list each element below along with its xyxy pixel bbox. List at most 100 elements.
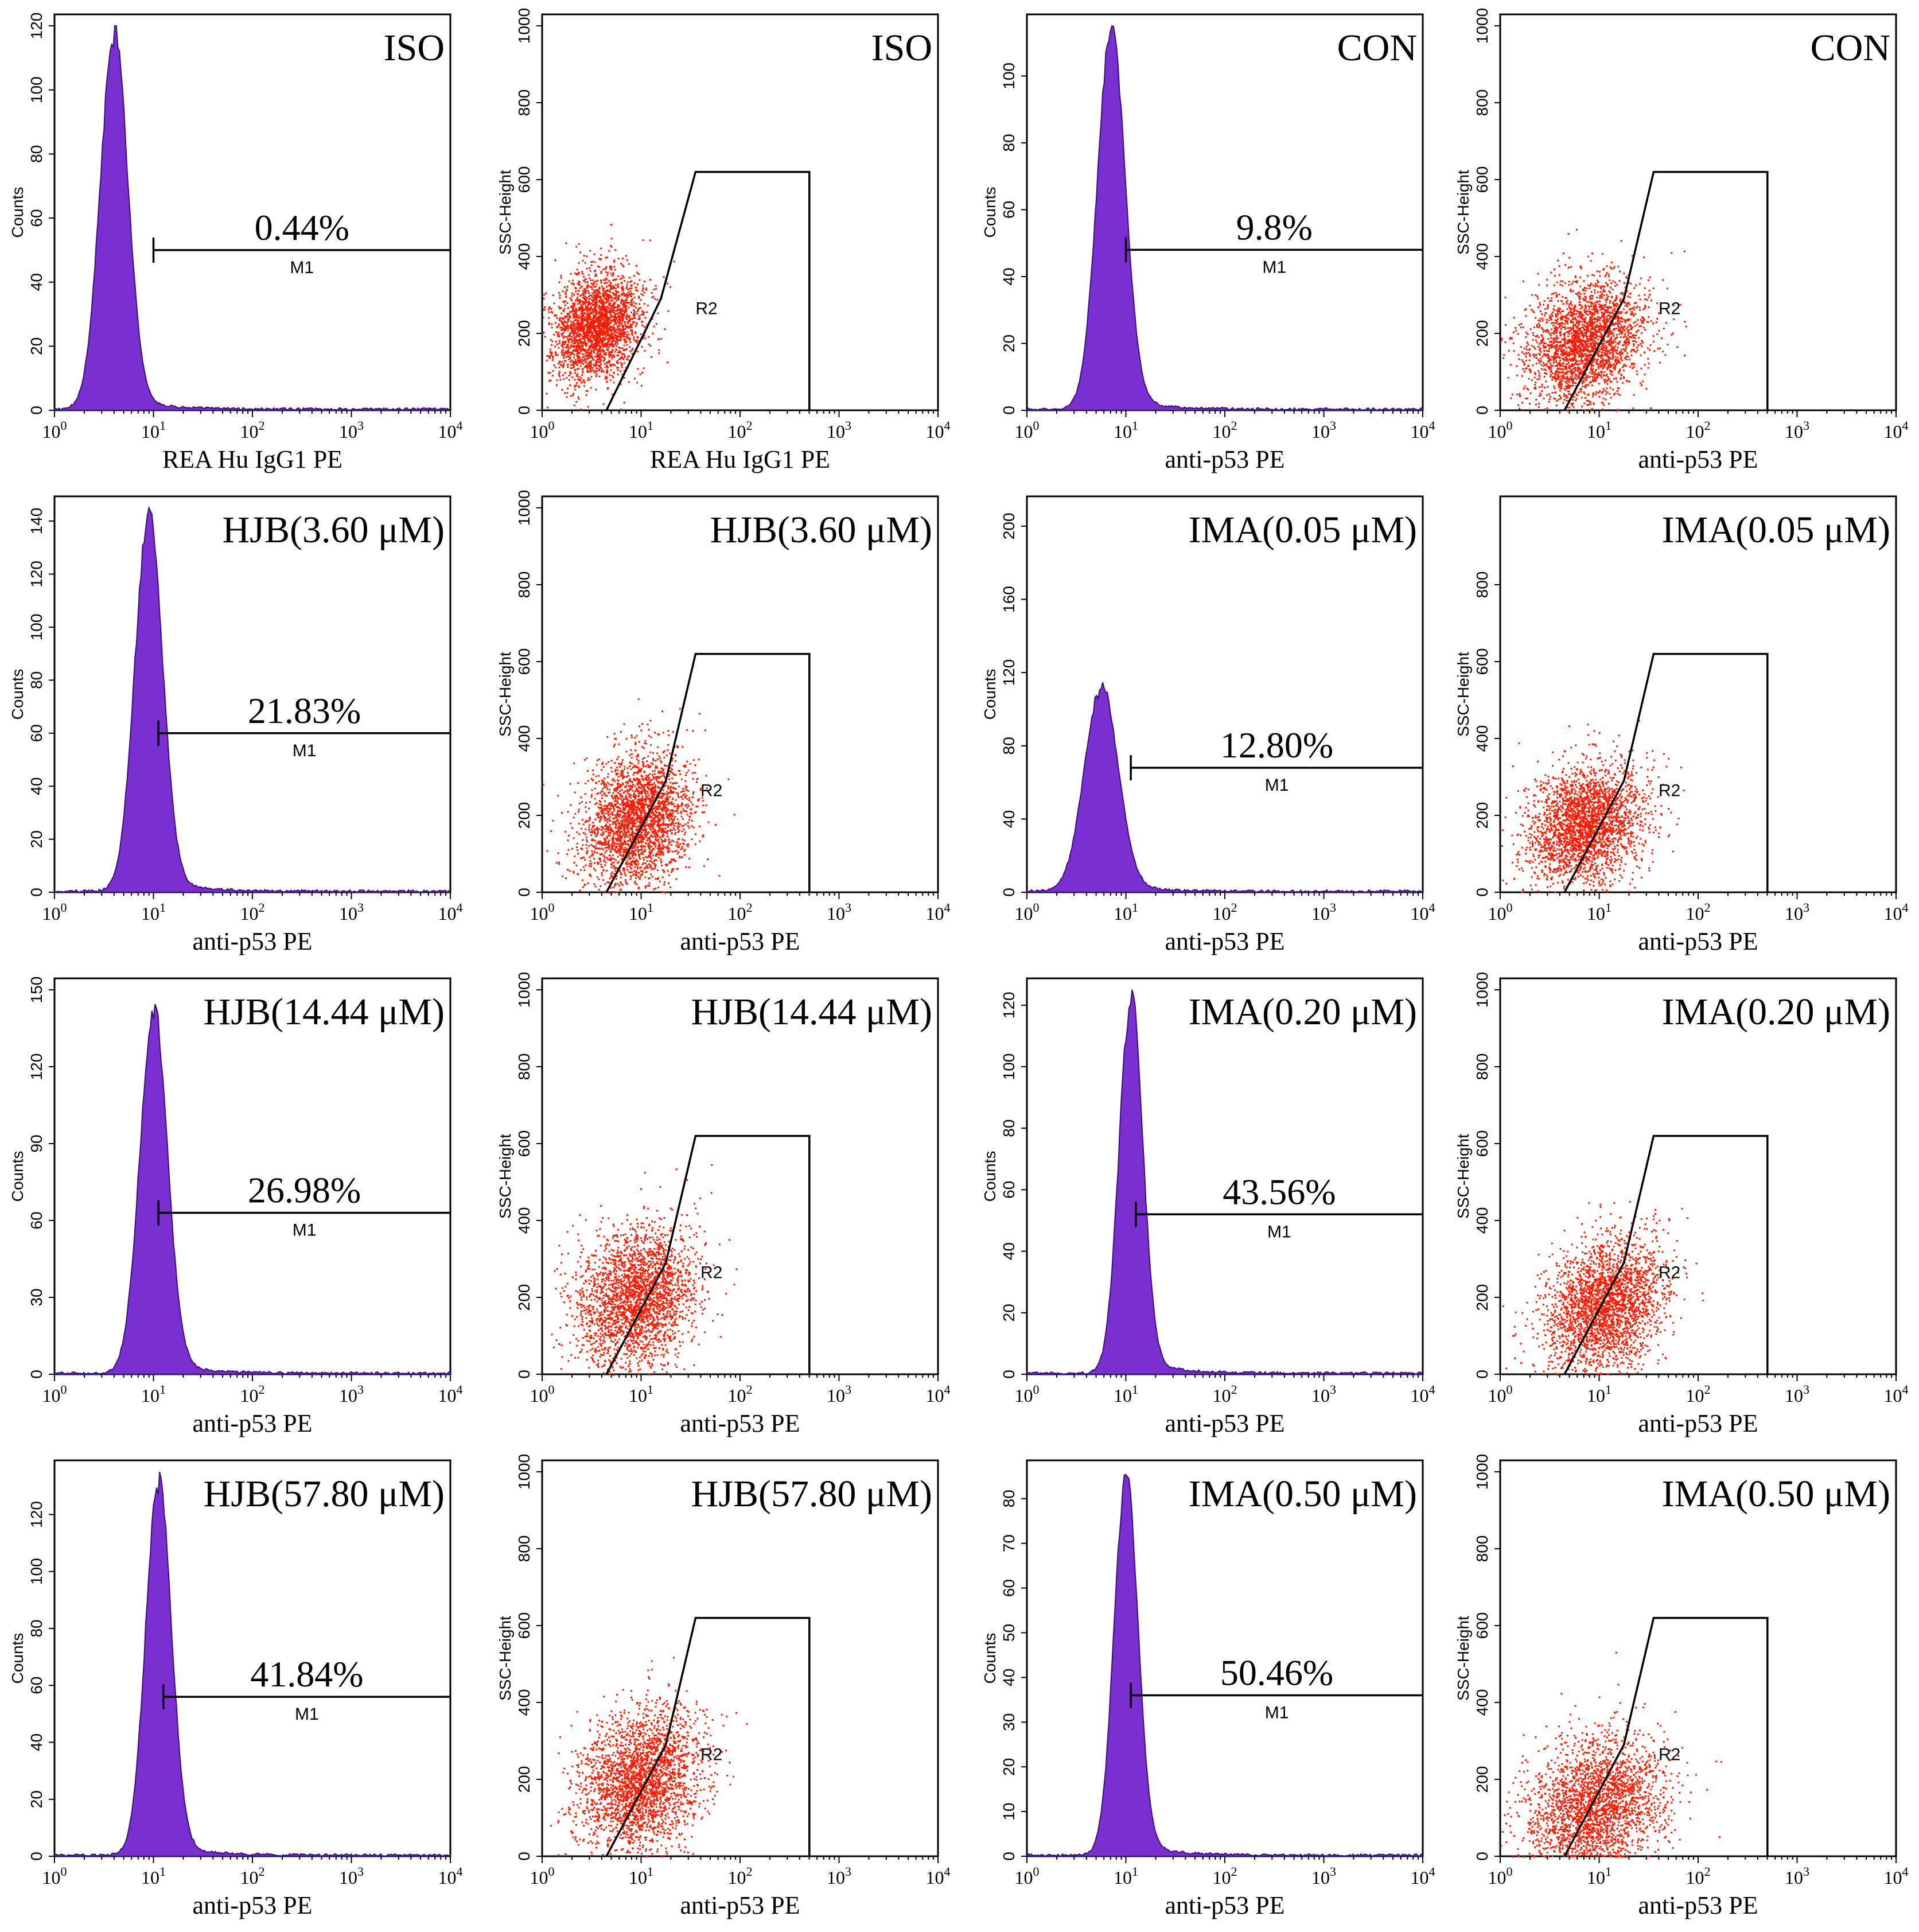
event-dot — [637, 351, 639, 353]
event-dot — [561, 388, 563, 391]
event-dot — [1603, 365, 1605, 367]
event-dot — [1524, 368, 1527, 370]
event-dot — [1539, 320, 1541, 322]
event-dot — [621, 353, 623, 355]
event-dot — [1605, 322, 1607, 325]
event-dot — [1614, 365, 1616, 367]
event-dot — [573, 365, 575, 367]
event-dot — [598, 328, 601, 331]
event-dot — [593, 282, 595, 285]
event-dot — [1570, 372, 1572, 374]
event-dot — [606, 337, 609, 340]
event-dot — [626, 302, 628, 304]
event-dot — [1525, 367, 1528, 370]
event-dot — [1564, 359, 1566, 361]
event-dot — [1578, 320, 1580, 322]
event-dot — [587, 303, 589, 305]
event-dot — [1632, 307, 1634, 309]
event-dot — [1564, 341, 1566, 343]
event-dot — [583, 338, 585, 340]
event-dot — [1563, 337, 1566, 339]
event-dot — [1569, 347, 1571, 349]
event-dot — [560, 329, 563, 331]
event-dot — [1534, 384, 1536, 386]
event-dot — [575, 316, 578, 318]
event-dot — [560, 321, 562, 323]
event-dot — [608, 353, 610, 356]
event-dot — [568, 280, 570, 282]
event-dot — [614, 310, 617, 312]
event-dot — [617, 291, 620, 293]
event-dot — [1602, 340, 1604, 341]
event-dot — [1594, 347, 1597, 349]
event-dot — [1582, 367, 1585, 370]
event-dot — [594, 370, 597, 372]
event-dot — [1596, 377, 1598, 379]
event-dot — [623, 335, 625, 337]
event-dot — [589, 308, 591, 310]
event-dot — [622, 333, 624, 336]
x-tick-label: 101 — [141, 418, 166, 442]
event-dot — [547, 372, 550, 374]
event-dot — [599, 299, 601, 301]
event-dot — [563, 316, 566, 318]
event-dot — [1526, 387, 1528, 390]
event-dot — [563, 286, 566, 289]
event-dot — [1561, 285, 1563, 287]
event-dot — [1590, 297, 1593, 300]
event-dot — [1567, 322, 1569, 324]
event-dot — [620, 339, 622, 341]
event-dot — [604, 317, 606, 320]
event-dot — [1602, 359, 1605, 361]
event-dot — [606, 309, 608, 312]
event-dot — [1601, 376, 1602, 379]
event-dot — [1606, 379, 1609, 382]
event-dot — [622, 266, 625, 268]
event-dot — [637, 307, 640, 309]
event-dot — [606, 325, 609, 328]
event-dot — [582, 304, 585, 306]
event-dot — [598, 335, 601, 337]
event-dot — [610, 284, 612, 286]
event-dot — [593, 281, 595, 283]
event-dot — [1633, 350, 1636, 352]
event-dot — [610, 246, 613, 248]
event-dot — [1617, 343, 1619, 345]
event-dot — [1586, 375, 1589, 377]
event-dot — [561, 333, 563, 335]
event-dot — [618, 324, 621, 326]
event-dot — [1611, 309, 1613, 312]
event-dot — [616, 313, 618, 315]
event-dot — [595, 356, 598, 358]
event-dot — [585, 316, 587, 318]
event-dot — [642, 294, 644, 297]
event-dot — [584, 278, 586, 281]
event-dot — [593, 315, 595, 317]
event-dot — [1586, 328, 1588, 331]
event-dot — [611, 356, 613, 358]
event-dot — [587, 330, 589, 332]
event-dot — [586, 255, 588, 258]
event-dot — [575, 339, 578, 341]
event-dot — [620, 357, 622, 359]
event-dot — [610, 286, 612, 288]
event-dot — [627, 316, 629, 318]
event-dot — [1555, 360, 1558, 362]
event-dot — [1543, 341, 1545, 344]
event-dot — [572, 352, 574, 355]
event-dot — [590, 302, 593, 305]
event-dot — [586, 320, 589, 322]
event-dot — [1555, 365, 1556, 367]
event-dot — [600, 282, 602, 284]
event-dot — [1636, 347, 1638, 349]
event-dot — [1597, 374, 1599, 376]
event-dot — [548, 380, 550, 382]
event-dot — [1578, 312, 1580, 314]
event-dot — [1608, 378, 1610, 380]
event-dot — [610, 326, 613, 328]
event-dot — [1618, 387, 1620, 390]
event-dot — [619, 370, 621, 372]
x-tick-label: 103 — [339, 418, 364, 442]
event-dot — [563, 343, 566, 345]
event-dot — [1569, 339, 1571, 341]
